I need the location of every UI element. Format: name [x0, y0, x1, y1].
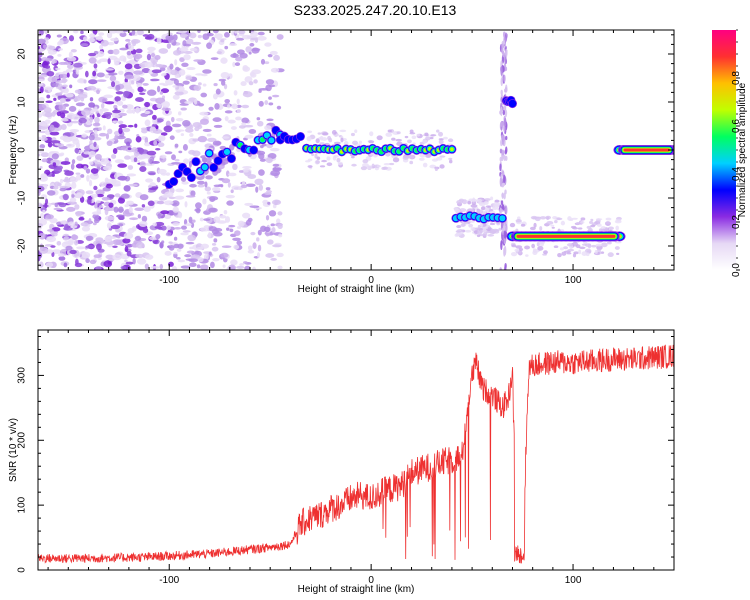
- snr-series-line: [38, 344, 674, 564]
- page-title: S233.2025.247.20.10.E13: [293, 2, 457, 18]
- snr-x-tick-label: -100: [159, 575, 179, 586]
- spectrogram-x-tick-label: 0: [368, 275, 374, 286]
- spectrogram-y-axis: -20 -10 0 10 20: [17, 34, 674, 266]
- snr-x-axis: -100 0 100: [47, 330, 675, 586]
- snr-x-tick-label: 100: [565, 575, 582, 586]
- snr-y-tick-label: 0: [17, 567, 28, 573]
- snr-y-tick-label: 200: [17, 431, 28, 448]
- snr-x-tick-label: 0: [368, 575, 374, 586]
- snr-y-tick-label: 100: [17, 496, 28, 513]
- snr-x-axis-label: Height of straight line (km): [298, 584, 415, 595]
- spectrogram-x-tick-label: -100: [159, 275, 179, 286]
- spectrogram-signal-layer: [164, 95, 674, 242]
- snr-y-tick-label: 300: [17, 367, 28, 384]
- spectrogram-y-tick-label: -20: [17, 238, 28, 253]
- colorbar-label: Normalized spectral amplitude: [737, 82, 748, 217]
- colorbar-gradient: [712, 30, 736, 270]
- spectrogram-y-axis-label: Frequency (Hz): [8, 116, 19, 185]
- spectrogram-y-tick-label: 20: [17, 48, 28, 60]
- snr-panel: -100 0 100 0 100 200 300 Height of straight l…: [8, 329, 675, 595]
- spectrogram-x-axis-label: Height of straight line (km): [298, 284, 415, 295]
- spectrogram-y-tick-label: 10: [17, 96, 28, 108]
- snr-plot-area: [38, 330, 674, 570]
- snr-y-axis: 0 100 200 300: [17, 335, 674, 573]
- colorbar: 0.00.20.40.60.8 Normalized spectral ampl…: [712, 29, 748, 277]
- spectrogram-y-tick-label: -10: [17, 190, 28, 205]
- snr-y-axis-label: SNR (10 * v/v): [8, 418, 19, 482]
- spectrogram-noise-layer: [38, 30, 622, 270]
- snr-frame: [37, 329, 675, 571]
- colorbar-ticks: 0.00.20.40.60.8: [731, 29, 742, 277]
- spectrogram-x-axis: -100 0 100: [47, 30, 675, 286]
- spectrogram-x-tick-label: 100: [565, 275, 582, 286]
- spectrogram-y-tick-label: 0: [17, 147, 28, 153]
